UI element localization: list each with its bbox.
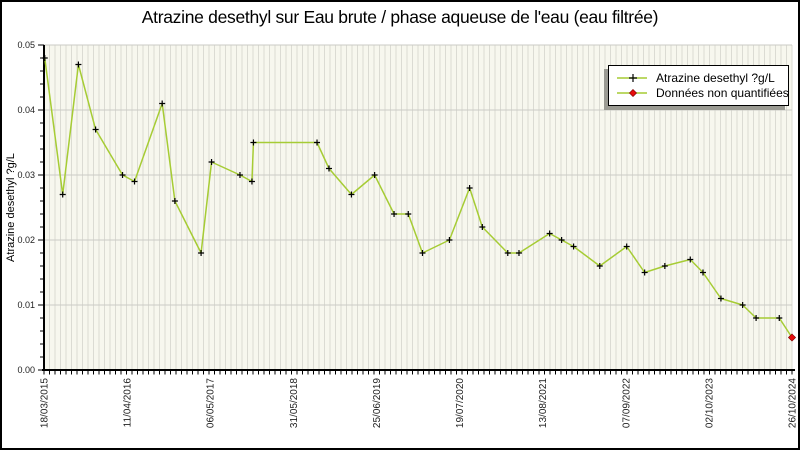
svg-text:25/06/2019: 25/06/2019 <box>372 378 383 428</box>
svg-text:31/05/2018: 31/05/2018 <box>289 378 300 428</box>
legend-entry-nonquantified: Données non quantifiées <box>615 86 789 100</box>
svg-text:0.04: 0.04 <box>17 105 35 115</box>
svg-text:0.03: 0.03 <box>17 170 35 180</box>
legend-entry-nonquantified-label: Données non quantifiées <box>656 86 789 100</box>
svg-text:07/09/2022: 07/09/2022 <box>621 378 632 428</box>
svg-text:0.05: 0.05 <box>17 40 35 50</box>
legend-entry-series: Atrazine desethyl ?g/L <box>615 71 784 85</box>
svg-text:0.02: 0.02 <box>17 235 35 245</box>
svg-text:18/03/2015: 18/03/2015 <box>40 378 51 428</box>
svg-text:06/05/2017: 06/05/2017 <box>206 378 217 428</box>
svg-text:26/10/2024: 26/10/2024 <box>788 378 799 428</box>
red-diamond-marker-icon <box>617 88 647 98</box>
legend-entry-series-label: Atrazine desethyl ?g/L <box>656 71 775 85</box>
chart-title: Atrazine desethyl sur Eau brute / phase … <box>141 7 659 27</box>
legend: Atrazine desethyl ?g/L Données non quant… <box>608 65 789 106</box>
svg-text:0.01: 0.01 <box>17 300 35 310</box>
svg-text:02/10/2023: 02/10/2023 <box>704 378 715 428</box>
series-line-plus-marker-icon <box>617 74 647 82</box>
svg-text:11/04/2016: 11/04/2016 <box>123 378 134 428</box>
svg-text:0.00: 0.00 <box>17 365 35 375</box>
svg-text:19/07/2020: 19/07/2020 <box>455 378 466 428</box>
y-axis-title: Atrazine desethyl ?g/L <box>5 153 17 262</box>
svg-text:13/08/2021: 13/08/2021 <box>538 378 549 428</box>
